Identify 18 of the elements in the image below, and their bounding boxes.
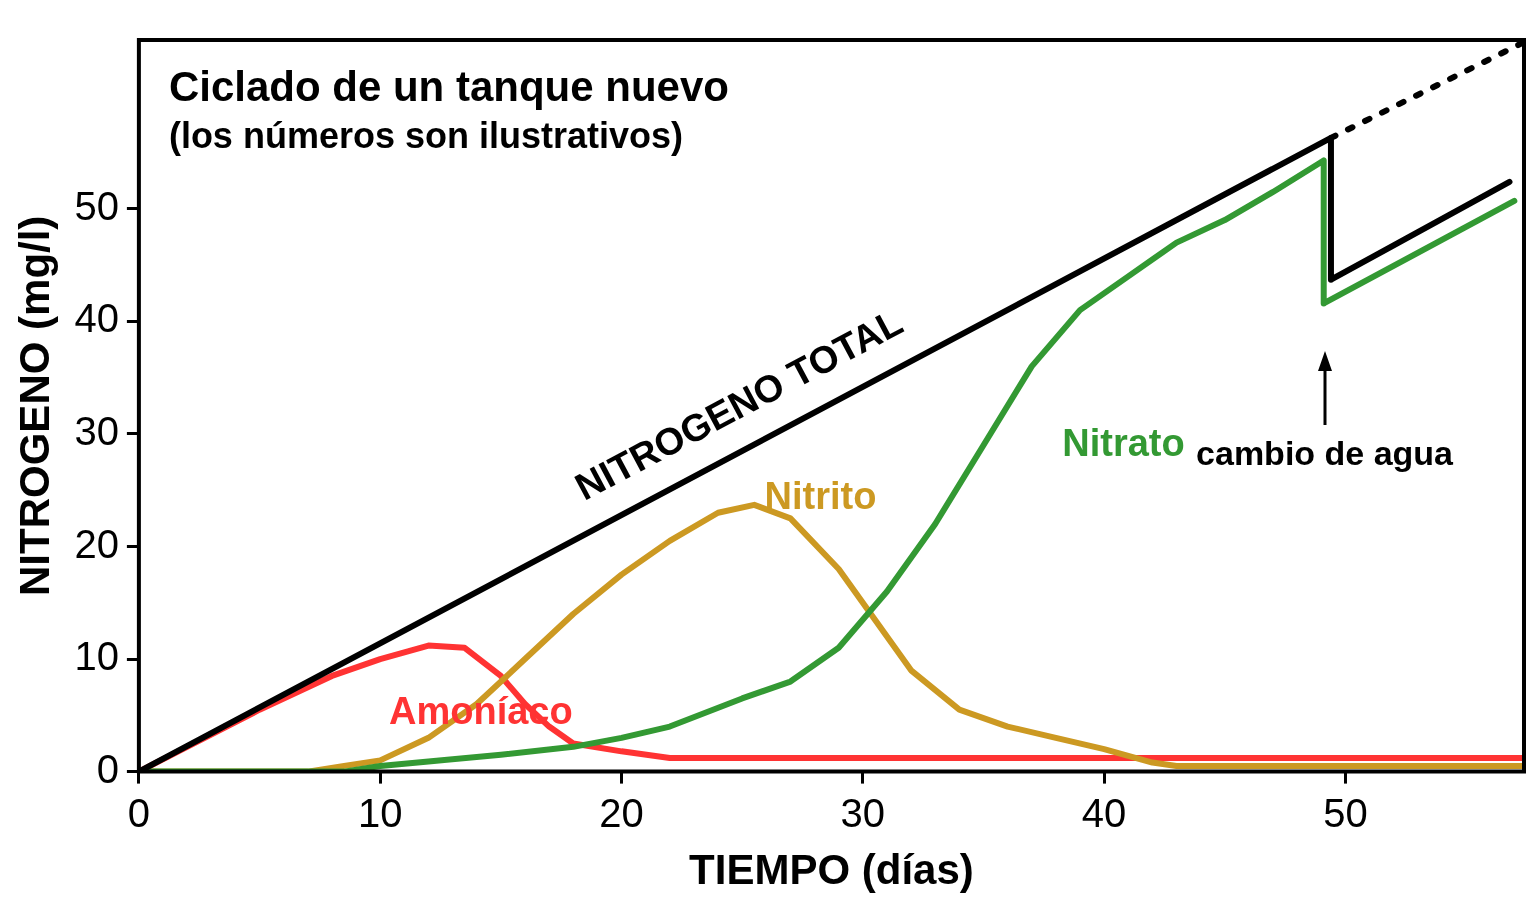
- y-axis-title: NITROGENO (mg/l): [10, 215, 58, 596]
- x-tick-label: 10: [357, 790, 403, 835]
- series-label: Nitrato: [1062, 421, 1185, 464]
- text: (los números son ilustrativos): [168, 114, 683, 156]
- y-tick-label: 50: [74, 183, 119, 228]
- y-tick-label: 30: [74, 408, 119, 453]
- x-tick-label: 40: [1081, 790, 1127, 835]
- y-tick-label: 40: [74, 296, 119, 341]
- text: Ciclado de un tanque nuevo: [168, 62, 729, 110]
- y-tick-label: 20: [74, 521, 119, 566]
- y-tick-label: 0: [96, 746, 119, 791]
- y-tick-label: 10: [74, 634, 119, 679]
- annotation: cambio de agua: [1196, 434, 1455, 473]
- x-tick-label: 0: [127, 790, 151, 835]
- x-tick-label: 20: [599, 790, 644, 835]
- x-tick-label: 50: [1323, 790, 1368, 835]
- x-axis-title: TIEMPO (días): [689, 846, 974, 894]
- x-tick-label: 30: [840, 790, 886, 835]
